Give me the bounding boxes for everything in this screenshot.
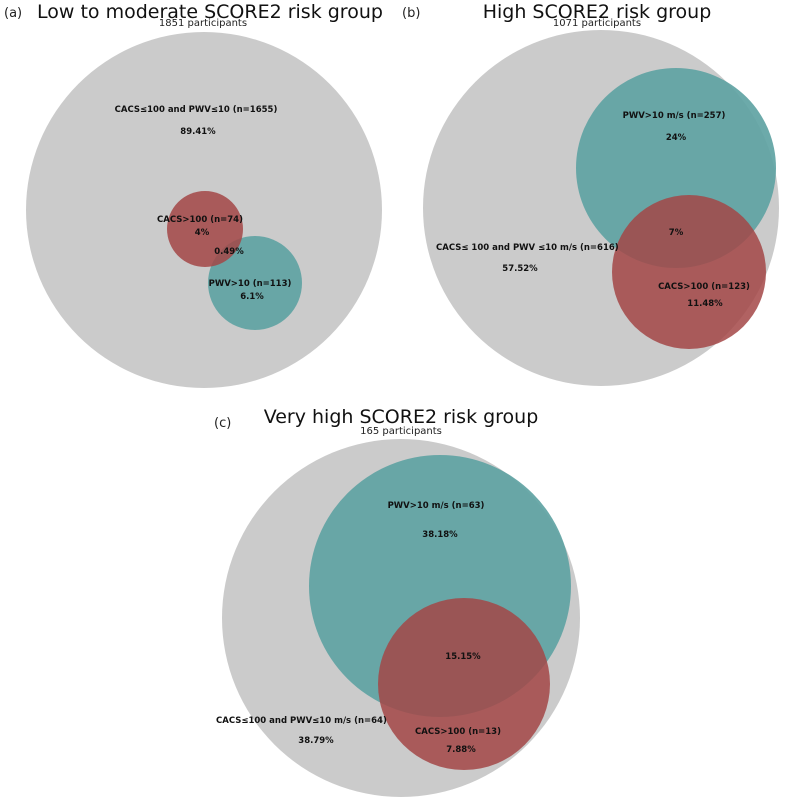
panel-a-pwv-pct: 6.1% — [240, 292, 264, 302]
panel-c-pwv-label: PWV>10 m/s (n=63) — [388, 501, 485, 511]
panel-a-neither-label: CACS≤100 and PWV≤10 (n=1655) — [115, 105, 278, 115]
panel-b-letter: (b) — [402, 6, 420, 21]
panel-a-title: Low to moderate SCORE2 risk group — [37, 1, 383, 23]
panel-c-letter: (c) — [214, 416, 231, 431]
panel-a-neither-pct: 89.41% — [180, 127, 216, 137]
panel-c: (c) Very high SCORE2 risk group 165 part… — [214, 406, 580, 797]
panel-a-subtitle: 1851 participants — [159, 18, 247, 29]
panel-a-pwv-circle — [208, 236, 302, 330]
panel-c-cacs-pct: 7.88% — [446, 745, 476, 755]
panel-b-subtitle: 1071 participants — [553, 18, 641, 29]
panel-b-cacs-circle — [612, 195, 766, 349]
panel-c-overlap-pct: 15.15% — [445, 652, 481, 662]
panel-a-pwv-label: PWV>10 (n=113) — [209, 279, 292, 289]
panel-a-cacs-pct: 4% — [195, 228, 210, 238]
panel-a-cacs-label: CACS>100 (n=74) — [157, 215, 243, 225]
panel-c-cacs-label: CACS>100 (n=13) — [415, 727, 501, 737]
panel-b-title: High SCORE2 risk group — [483, 1, 712, 23]
panel-b-neither-label: CACS≤ 100 and PWV ≤10 m/s (n=616) — [436, 243, 619, 253]
panel-b-pwv-pct: 24% — [666, 133, 687, 143]
panel-b-cacs-label: CACS>100 (n=123) — [658, 282, 750, 292]
panel-c-cacs-circle — [378, 598, 550, 770]
panel-a: (a) Low to moderate SCORE2 risk group 18… — [4, 1, 383, 388]
panel-a-letter: (a) — [4, 6, 22, 21]
panel-c-pwv-pct: 38.18% — [422, 530, 458, 540]
panel-a-cacs-circle — [167, 191, 243, 267]
panel-c-title: Very high SCORE2 risk group — [264, 406, 539, 428]
panel-b-pwv-label: PWV>10 m/s (n=257) — [623, 111, 726, 121]
panel-b: (b) High SCORE2 risk group 1071 particip… — [402, 1, 779, 386]
panel-c-subtitle: 165 participants — [360, 426, 442, 437]
panel-b-overlap-pct: 7% — [669, 228, 684, 238]
panel-c-neither-label: CACS≤100 and PWV≤10 m/s (n=64) — [216, 716, 387, 726]
panel-b-neither-pct: 57.52% — [502, 264, 538, 274]
panel-c-neither-pct: 38.79% — [298, 736, 334, 746]
panel-b-cacs-pct: 11.48% — [687, 299, 723, 309]
panel-a-overlap-pct: 0.49% — [214, 247, 244, 257]
